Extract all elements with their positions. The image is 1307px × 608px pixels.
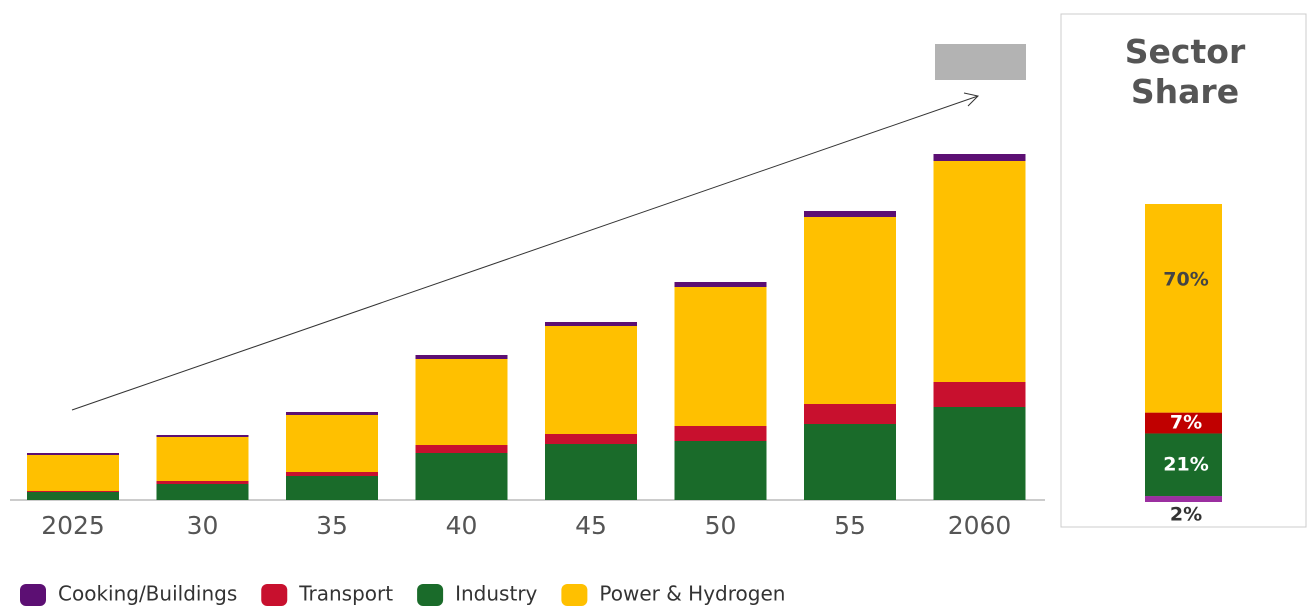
- bar-segment: [27, 453, 119, 455]
- bar-segment: [415, 445, 508, 453]
- share-segment: [1145, 433, 1222, 497]
- x-tick-label: 55: [834, 511, 866, 540]
- legend-label: Power & Hydrogen: [599, 582, 785, 606]
- legend-swatch: [417, 584, 444, 606]
- legend-swatch: [20, 584, 46, 606]
- bar-segment: [804, 211, 896, 217]
- bar-segment: [545, 322, 637, 326]
- share-label: 21%: [1163, 453, 1208, 475]
- bar-segment: [156, 484, 249, 500]
- x-tick-label: 2060: [948, 511, 1012, 540]
- bar-segment: [286, 415, 378, 472]
- bar-segment: [804, 404, 896, 424]
- x-tick-label: 2025: [41, 511, 105, 540]
- legend-label: Transport: [298, 582, 393, 606]
- arrow-head: [963, 92, 980, 107]
- x-tick-label: 30: [187, 511, 219, 540]
- share-segment: [1145, 412, 1222, 434]
- bar-segment: [804, 424, 896, 500]
- bar-segment: [545, 444, 637, 500]
- bar-segment: [804, 217, 896, 404]
- legend-swatch: [261, 584, 288, 606]
- bar-segment: [545, 434, 637, 444]
- redacted-box: [935, 44, 1026, 80]
- bar-segment: [27, 492, 119, 500]
- share-segment: [1145, 496, 1222, 502]
- legend-label: Cooking/Buildings: [58, 582, 237, 606]
- bar-segment: [933, 382, 1026, 407]
- bar-segment: [27, 455, 119, 491]
- bar-segment: [674, 441, 767, 500]
- x-tick-label: 50: [705, 511, 737, 540]
- bar-segment: [286, 412, 378, 415]
- legend-swatch: [561, 584, 588, 606]
- share-title: Sector Share: [1124, 32, 1246, 111]
- share-label: 2%: [1170, 504, 1202, 526]
- bar-segment: [156, 481, 249, 484]
- share-label: 70%: [1163, 269, 1208, 291]
- bar-segment: [674, 287, 767, 426]
- trend-arrow: [71, 95, 979, 411]
- bar-segment: [286, 472, 378, 476]
- bar-segment: [415, 359, 508, 445]
- legend-label: Industry: [455, 582, 537, 606]
- bar-segment: [415, 355, 508, 359]
- bar-segment: [286, 476, 378, 500]
- bar-segment: [933, 154, 1026, 161]
- bar-segment: [27, 491, 119, 492]
- bar-segment: [674, 426, 767, 441]
- bar-segment: [415, 453, 508, 500]
- bar-segment: [545, 326, 637, 434]
- bar-segment: [933, 161, 1026, 382]
- bar-segment: [156, 435, 249, 437]
- share-label: 7%: [1170, 412, 1202, 434]
- bar-segment: [156, 437, 249, 481]
- share-panel: [1060, 13, 1307, 528]
- x-tick-label: 45: [575, 511, 607, 540]
- bar-segment: [933, 407, 1026, 500]
- bar-segment: [674, 282, 767, 287]
- x-tick-label: 40: [446, 511, 478, 540]
- share-segment: [1145, 204, 1222, 413]
- x-tick-label: 35: [316, 511, 348, 540]
